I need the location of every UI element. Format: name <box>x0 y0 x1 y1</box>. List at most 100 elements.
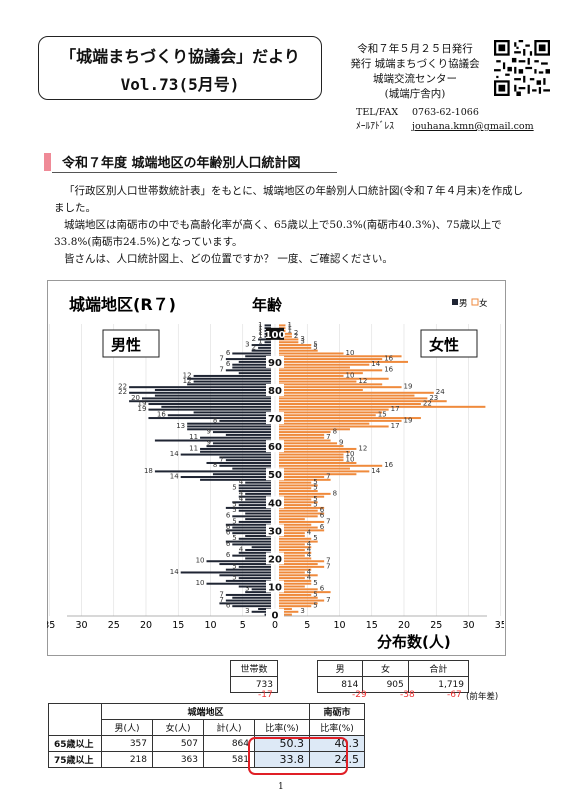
male-bar <box>148 403 271 406</box>
male-value-label: 14 <box>170 450 179 458</box>
mail-address-link[interactable]: jouhana.kmn@gmail.com <box>412 121 534 132</box>
male-bar <box>225 579 271 582</box>
male-bar <box>154 394 271 397</box>
female-bar <box>279 405 486 408</box>
female-bar <box>279 574 318 577</box>
male-bar <box>258 346 271 349</box>
male-bar <box>212 431 271 434</box>
female-value-label: 5 <box>313 534 317 542</box>
male-value-label: 9 <box>206 439 210 447</box>
population-pyramid-frame <box>47 280 506 656</box>
female-value-label: 1 <box>287 324 291 332</box>
paragraph-3: 皆さんは、人口統計図上、どの位置ですか？ 一度、ご確認ください。 <box>64 253 393 265</box>
male-bar <box>193 374 271 377</box>
female-bar <box>279 588 318 591</box>
female-bar <box>279 346 312 349</box>
female-value-label: 6 <box>320 523 325 531</box>
female-value-label: 9 <box>339 439 343 447</box>
male-bar <box>245 481 271 484</box>
heading-accent-bar <box>44 153 51 171</box>
female-value-label: 8 <box>333 428 337 436</box>
female-bar <box>279 380 357 383</box>
female-bar <box>279 436 325 439</box>
male-value-label: 10 <box>196 579 205 587</box>
legend-male-swatch <box>452 299 458 305</box>
section-title: 令和７年度 城端地区の年齢別人口統計図 <box>62 156 301 171</box>
female-bar <box>279 563 318 566</box>
male-bar <box>180 453 271 456</box>
male-bar <box>238 372 271 375</box>
female-bar <box>279 515 318 518</box>
female-bar <box>279 557 312 560</box>
female-bar <box>279 388 363 391</box>
age-label: 90 <box>268 358 282 369</box>
female-value-label: 14 <box>371 467 380 475</box>
female-bar <box>279 551 312 554</box>
female-value-label: 17 <box>391 405 400 413</box>
female-bar <box>279 433 325 436</box>
male-bar <box>245 557 271 560</box>
female-value-label: 10 <box>346 450 355 458</box>
male-bar <box>238 509 271 512</box>
male-bar <box>206 461 271 464</box>
female-bar <box>279 478 331 481</box>
male-value-label: 12 <box>183 371 192 379</box>
female-label: 女性 <box>429 336 459 354</box>
male-value-label: 7 <box>219 590 223 598</box>
male-bar <box>251 546 271 549</box>
female-bar <box>279 546 312 549</box>
male-bar <box>206 560 271 563</box>
male-value-label: 14 <box>170 568 179 576</box>
female-bar <box>279 473 357 476</box>
female-value-label: 17 <box>391 422 400 430</box>
ratio-cell: 50.3 <box>254 735 310 752</box>
publish-date: 令和７年５月２５日発行 <box>357 43 473 55</box>
qr-code-icon[interactable] <box>494 40 550 96</box>
x-tick-label: 5 <box>240 620 246 631</box>
male-value-label: 1 <box>258 326 262 334</box>
male-bar <box>148 408 271 411</box>
female-bar <box>279 585 305 588</box>
age-label-bg <box>266 552 284 565</box>
male-bar <box>245 512 271 515</box>
male-value-label: 11 <box>189 444 198 452</box>
female-value-label: 10 <box>346 456 355 464</box>
age-label-bg <box>266 496 284 509</box>
female-bar <box>279 400 447 403</box>
female-value-label: 7 <box>326 562 330 570</box>
male-value-label: 6 <box>226 602 231 610</box>
households-table: 世帯数 733 <box>230 660 278 693</box>
female-bar <box>279 504 312 507</box>
male-value-label: 5 <box>232 484 236 492</box>
male-bar <box>219 464 271 467</box>
col-male: 男(人) <box>101 719 153 736</box>
male-value-label: 5 <box>232 506 236 514</box>
male-bar <box>238 585 271 588</box>
male-value-label: 4 <box>239 478 244 486</box>
population-table: 男 女 合計 814 905 1,719 <box>316 660 470 693</box>
female-value-label: 2 <box>294 332 298 340</box>
female-bar <box>279 610 299 613</box>
col-city-ratio: 比率(%) <box>309 719 365 736</box>
male-bar <box>154 470 271 473</box>
female-bar <box>279 394 415 397</box>
male-value-label: 19 <box>138 399 147 407</box>
male-bar <box>193 380 271 383</box>
female-bar <box>279 476 325 479</box>
female-bar <box>279 403 421 406</box>
age-label-bg <box>266 412 284 425</box>
male-bar <box>264 324 271 327</box>
legend-male-label: 男 <box>459 299 468 309</box>
female-bar <box>279 447 357 450</box>
female-value-label: 5 <box>313 340 317 348</box>
female-value-label: 24 <box>436 388 445 396</box>
female-bar <box>279 425 389 428</box>
female-value-label: 7 <box>326 596 330 604</box>
x-tick-label: 20 <box>140 620 152 631</box>
female-bar <box>279 481 312 484</box>
male-value-label: 7 <box>219 596 223 604</box>
population-pyramid-chart: 3 36 57 77 53 610 55 414 45 710 76 44 46 45 56 46 65 76 65… <box>47 295 504 651</box>
x-tick-label: 30 <box>75 620 87 631</box>
table-cell: 507 <box>152 735 204 752</box>
x-tick-label: 20 <box>398 620 410 631</box>
